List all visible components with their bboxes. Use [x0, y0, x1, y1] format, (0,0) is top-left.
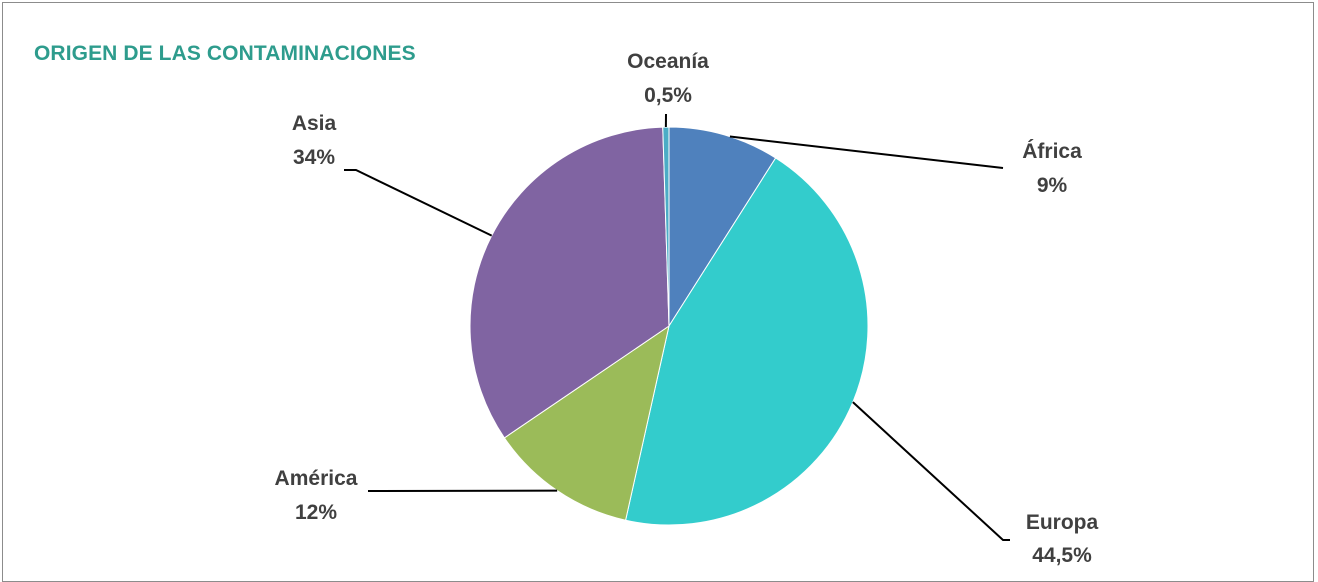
slice-category-label: África: [1022, 140, 1082, 163]
pie-slices: [470, 127, 868, 525]
leader-line: [344, 170, 492, 236]
slice-category-label: Asia: [292, 112, 337, 135]
slice-category-label: Europa: [1026, 511, 1099, 534]
slice-category-label: Oceanía: [627, 50, 709, 73]
slice-category-label: América: [275, 467, 358, 490]
leader-line: [853, 402, 1010, 540]
slice-value-label: 12%: [295, 501, 337, 524]
slice-value-label: 9%: [1037, 174, 1068, 197]
slice-value-label: 0,5%: [644, 84, 692, 107]
slice-value-label: 34%: [293, 146, 335, 169]
slice-value-label: 44,5%: [1032, 544, 1092, 567]
